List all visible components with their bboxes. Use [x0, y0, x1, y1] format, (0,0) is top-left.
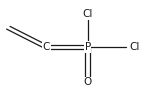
Text: O: O [84, 77, 92, 87]
Text: Cl: Cl [129, 42, 139, 52]
Text: C: C [43, 42, 50, 52]
Text: P: P [85, 42, 91, 52]
Text: Cl: Cl [83, 9, 93, 19]
